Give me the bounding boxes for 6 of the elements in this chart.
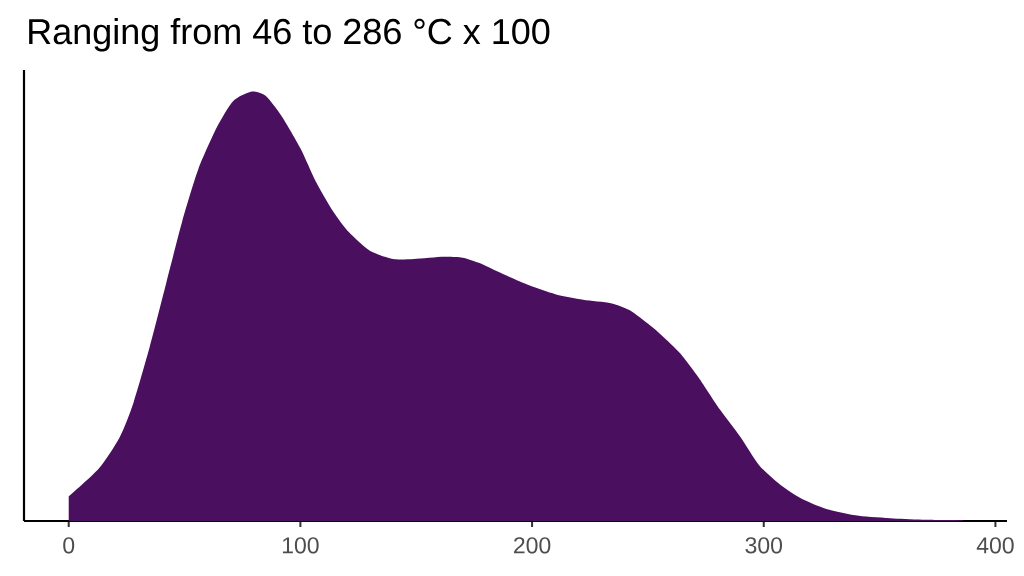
x-tick-label: 300 <box>745 537 783 554</box>
x-tick-label: 0 <box>63 537 75 554</box>
x-tick-label: 200 <box>514 537 551 554</box>
chart-title: Ranging from 46 to 286 °C x 100 <box>29 17 550 52</box>
x-tick-label: 100 <box>282 537 319 554</box>
x-tick-label: 400 <box>976 537 1014 554</box>
